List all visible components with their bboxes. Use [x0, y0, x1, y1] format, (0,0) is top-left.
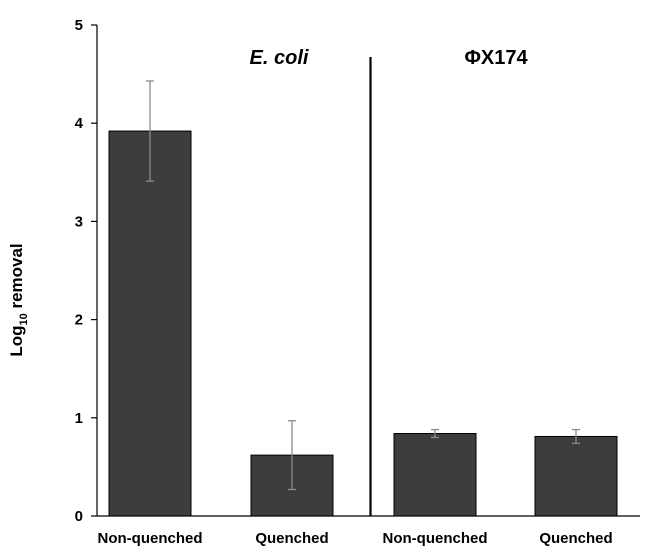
x-category-label-2: Quenched: [255, 530, 328, 547]
y-tick-label: 2: [75, 312, 83, 329]
bar-3: [393, 433, 477, 517]
y-tick-label: 4: [75, 115, 84, 132]
y-tick-label: 3: [75, 213, 83, 230]
svg-text:Log10 removal: Log10 removal: [7, 243, 30, 356]
error-bar-1: [146, 80, 154, 182]
y-axis-label-base: Log: [7, 326, 26, 357]
x-category-label-4: Quenched: [539, 530, 612, 547]
bar-4: [534, 435, 618, 517]
error-bar-4: [572, 428, 580, 444]
group-label-1: E. coli: [250, 47, 309, 69]
y-tick-label: 5: [75, 17, 83, 34]
y-axis-label-rest: removal: [7, 243, 26, 313]
y-axis-label: Log10 removal: [7, 243, 30, 356]
x-category-label-1: Non-quenched: [98, 530, 203, 547]
x-category-label-3: Non-quenched: [383, 530, 488, 547]
y-tick-label: 0: [75, 508, 83, 525]
error-bar-2: [288, 420, 296, 491]
y-axis-label-subscript: 10: [18, 313, 30, 325]
error-bar-3: [431, 428, 439, 439]
bar-1: [108, 130, 192, 517]
y-tick-label: 1: [75, 410, 83, 427]
group-label-2: ΦX174: [464, 47, 528, 69]
